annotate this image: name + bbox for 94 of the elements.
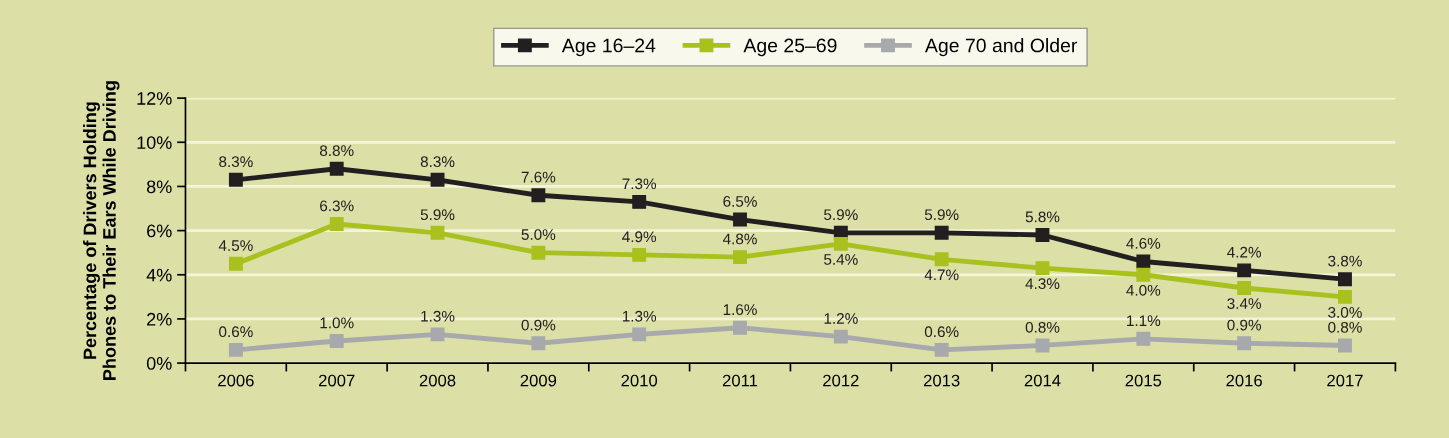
data-label: 3.4% <box>1227 298 1262 309</box>
data-label: 4.7% <box>924 269 959 281</box>
y-tick-label: 8% <box>146 180 172 194</box>
x-tick-label: 2006 <box>218 374 254 387</box>
data-label: 4.9% <box>622 231 657 243</box>
data-label: 3.0% <box>1328 306 1362 318</box>
data-label: 1.2% <box>824 313 858 324</box>
data-label: 5.9% <box>420 209 455 221</box>
data-label: 0.6% <box>924 326 959 338</box>
data-label: 1.3% <box>421 310 455 322</box>
y-axis-title: Percentage of Drivers Holding Phones to Their Ears While Driving <box>83 81 120 380</box>
data-label: 7.3% <box>622 178 657 190</box>
point <box>228 342 243 357</box>
point <box>228 256 243 271</box>
point <box>934 225 949 240</box>
point <box>1136 254 1151 269</box>
data-label: 6.5% <box>723 196 757 207</box>
point <box>733 320 747 335</box>
point <box>329 161 344 176</box>
point <box>833 236 848 251</box>
data-label: 4.2% <box>1227 246 1262 258</box>
point <box>329 217 344 231</box>
data-label: 5.0% <box>521 229 556 240</box>
data-label: 4.0% <box>1126 284 1161 296</box>
data-label: 1.6% <box>723 304 757 316</box>
point <box>329 334 344 348</box>
y-tick-label: 10% <box>137 136 172 149</box>
x-tick-label: 2011 <box>722 374 758 387</box>
legend-label: Age 25–69 <box>743 38 837 57</box>
point <box>1035 261 1050 276</box>
data-label: 6.3% <box>320 200 354 212</box>
point <box>1237 336 1252 351</box>
point <box>531 245 546 260</box>
point <box>1237 281 1252 295</box>
point <box>1338 272 1352 287</box>
data-label: 1.1% <box>1127 315 1161 327</box>
data-label: 5.9% <box>824 209 858 221</box>
point <box>430 225 445 240</box>
point <box>531 188 546 203</box>
legend-label: Age 70 and Older <box>924 38 1078 57</box>
point <box>934 252 949 267</box>
point <box>531 336 546 351</box>
point <box>1338 338 1352 353</box>
point <box>1136 267 1151 282</box>
data-label: 0.9% <box>521 319 556 331</box>
data-label: 7.6% <box>521 171 556 183</box>
x-tick-label: 2016 <box>1226 374 1262 387</box>
point <box>632 247 647 262</box>
point <box>733 250 747 265</box>
point <box>1237 263 1252 278</box>
point <box>1035 228 1050 242</box>
data-label: 4.8% <box>722 233 757 245</box>
data-label: 5.9% <box>924 209 959 221</box>
point <box>1136 331 1151 346</box>
data-label: 5.4% <box>824 254 858 265</box>
y-tick-label: 2% <box>147 312 172 326</box>
point <box>430 172 445 187</box>
data-label: 0.8% <box>1328 321 1362 333</box>
data-label: 8.3% <box>219 156 253 168</box>
point <box>632 194 647 209</box>
x-tick-label: 2013 <box>923 374 960 387</box>
y-tick-label: 12% <box>137 92 172 105</box>
x-tick-label: 2010 <box>621 374 658 387</box>
data-label: 5.8% <box>1025 211 1060 223</box>
data-label: 4.3% <box>1025 278 1060 290</box>
data-label: 8.8% <box>319 145 354 157</box>
data-label: 1.3% <box>622 310 657 322</box>
x-tick-label: 2017 <box>1327 374 1363 387</box>
point <box>228 172 243 187</box>
y-tick-label: 6% <box>147 224 172 238</box>
point <box>1338 289 1352 304</box>
y-tick-label: 0% <box>146 357 172 370</box>
x-tick-label: 2012 <box>823 374 859 387</box>
point <box>934 342 949 357</box>
point <box>733 212 747 227</box>
data-label: 4.5% <box>218 240 253 251</box>
data-label: 1.0% <box>320 317 354 329</box>
y-tick-label: 4% <box>146 268 172 282</box>
data-label: 0.9% <box>1227 319 1262 331</box>
data-label: 8.3% <box>420 156 455 168</box>
x-tick-label: 2014 <box>1024 374 1061 387</box>
point <box>833 329 848 344</box>
x-tick-label: 2008 <box>419 374 456 387</box>
data-label: 0.6% <box>219 326 253 338</box>
data-label: 3.8% <box>1328 255 1362 267</box>
data-label: 0.8% <box>1025 321 1060 333</box>
data-label: 4.6% <box>1126 237 1161 249</box>
x-tick-label: 2015 <box>1125 374 1162 387</box>
legend-label: Age 16–24 <box>561 38 656 57</box>
point <box>632 327 647 342</box>
point <box>1035 338 1050 353</box>
x-tick-label: 2009 <box>520 374 557 387</box>
point <box>430 327 445 342</box>
x-tick-label: 2007 <box>319 374 355 387</box>
